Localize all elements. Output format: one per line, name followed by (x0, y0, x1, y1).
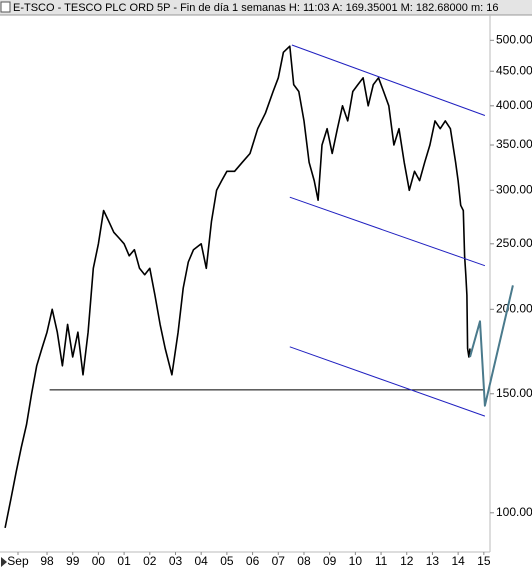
x-tick-label: 15 (477, 554, 491, 568)
trend-line (289, 196, 486, 267)
trend-line (469, 285, 514, 407)
y-tick-label: 200.00 (496, 301, 532, 315)
y-tick-label: 350.00 (496, 137, 532, 151)
x-tick-label: 12 (400, 554, 414, 568)
x-tick-label: 00 (92, 554, 106, 568)
x-tick-label: 98 (40, 554, 54, 568)
x-tick-label: 14 (451, 554, 465, 568)
x-tick-label: 10 (349, 554, 363, 568)
x-tick-label: 02 (143, 554, 157, 568)
x-tick-label: 09 (323, 554, 337, 568)
title-bar (0, 0, 532, 15)
x-tick-label: 06 (246, 554, 260, 568)
x-tick-label: 07 (272, 554, 286, 568)
x-tick-label: 04 (195, 554, 209, 568)
x-tick-label: Sep (7, 554, 29, 568)
x-tick-label: 05 (220, 554, 234, 568)
x-tick-label: 08 (297, 554, 311, 568)
y-tick-label: 250.00 (496, 236, 532, 250)
x-tick-label: 11 (375, 554, 388, 568)
y-tick-label: 300.00 (496, 182, 532, 196)
y-tick-label: 100.00 (496, 505, 532, 519)
trend-line (291, 44, 486, 116)
scroll-arrow[interactable] (1, 557, 7, 567)
x-tick-label: 99 (66, 554, 80, 568)
y-tick-label: 150.00 (496, 386, 532, 400)
x-tick-label: 13 (426, 554, 440, 568)
y-tick-label: 400.00 (496, 98, 532, 112)
x-tick-label: 03 (169, 554, 183, 568)
trend-line (289, 346, 486, 417)
chart-title: E-TSCO - TESCO PLC ORD 5P - Fin de día 1… (13, 2, 498, 14)
y-tick-label: 450.00 (496, 63, 532, 77)
y-tick-label: 500.00 (496, 32, 532, 46)
title-icon (0, 1, 11, 13)
x-tick-label: 01 (117, 554, 131, 568)
price-line (4, 45, 471, 529)
